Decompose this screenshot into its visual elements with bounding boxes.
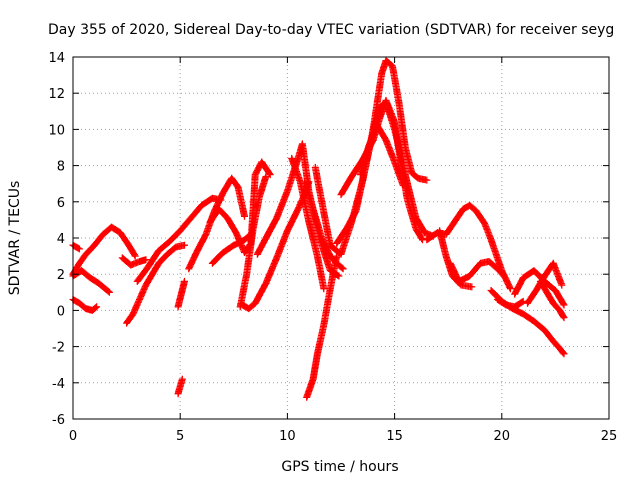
- series-arc-29: [536, 277, 568, 322]
- series-arc-25: [446, 258, 508, 285]
- plus-markers: [446, 258, 508, 285]
- y-tick-label: 12: [48, 87, 65, 102]
- x-tick-label: 25: [601, 429, 618, 444]
- y-tick-label: 8: [57, 160, 65, 175]
- chart-title: Day 355 of 2020, Sidereal Day-to-day VTE…: [48, 22, 614, 38]
- y-tick-label: -6: [52, 413, 65, 428]
- series-arc-8: [174, 277, 188, 311]
- plus-markers: [208, 230, 255, 267]
- y-tick-label: 4: [57, 232, 65, 247]
- series-arc-22: [356, 122, 407, 189]
- y-tick-label: 6: [57, 196, 65, 211]
- series-arc-5: [123, 241, 188, 327]
- plus-markers: [356, 122, 407, 189]
- series-arc-7: [133, 194, 225, 285]
- x-tick-label: 5: [176, 429, 184, 444]
- plus-markers: [288, 154, 328, 293]
- plus-markers: [236, 173, 270, 311]
- y-tick-label: 10: [48, 123, 65, 138]
- plus-markers: [494, 296, 527, 311]
- series-arc-6: [118, 254, 150, 269]
- axis-ticks: 0 5 10 15 20 25 -6 -4 -2 0 2 4 6 8 10 12 14: [48, 51, 617, 444]
- series-arc-17: [303, 252, 341, 401]
- plus-markers: [174, 277, 188, 311]
- data-points: [69, 57, 568, 401]
- x-tick-label: 20: [494, 429, 511, 444]
- plus-markers: [301, 178, 347, 273]
- y-tick-label: -4: [52, 377, 65, 392]
- plus-markers: [118, 254, 150, 269]
- series-arc-12: [208, 230, 255, 267]
- series-arc-18: [301, 178, 347, 273]
- plus-markers: [133, 194, 225, 285]
- x-tick-label: 15: [386, 429, 403, 444]
- y-tick-label: -2: [52, 341, 65, 356]
- series-arc-16: [288, 154, 328, 293]
- y-axis-label: SDTVAR / TECUs: [7, 181, 23, 296]
- y-tick-label: 0: [57, 304, 65, 319]
- series-arc-14: [236, 173, 270, 311]
- plus-markers: [174, 375, 186, 398]
- x-axis-label: GPS time / hours: [281, 459, 398, 475]
- y-tick-label: 14: [48, 51, 65, 66]
- plus-markers: [536, 277, 568, 322]
- x-tick-label: 0: [69, 429, 77, 444]
- plus-markers: [123, 241, 188, 327]
- plus-markers: [303, 252, 341, 401]
- series-arc-30: [494, 296, 527, 311]
- y-tick-label: 2: [57, 268, 65, 283]
- x-tick-label: 10: [279, 429, 296, 444]
- series-arc-9: [174, 375, 186, 398]
